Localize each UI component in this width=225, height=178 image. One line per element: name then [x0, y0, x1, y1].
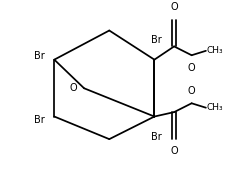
Text: CH₃: CH₃: [206, 46, 223, 55]
Text: Br: Br: [34, 51, 44, 61]
Text: O: O: [187, 86, 195, 96]
Text: O: O: [170, 2, 177, 12]
Text: CH₃: CH₃: [206, 103, 223, 112]
Text: Br: Br: [34, 115, 44, 125]
Text: Br: Br: [151, 132, 161, 142]
Text: O: O: [187, 63, 195, 73]
Text: O: O: [70, 83, 77, 93]
Text: O: O: [170, 146, 177, 156]
Text: Br: Br: [151, 35, 161, 45]
